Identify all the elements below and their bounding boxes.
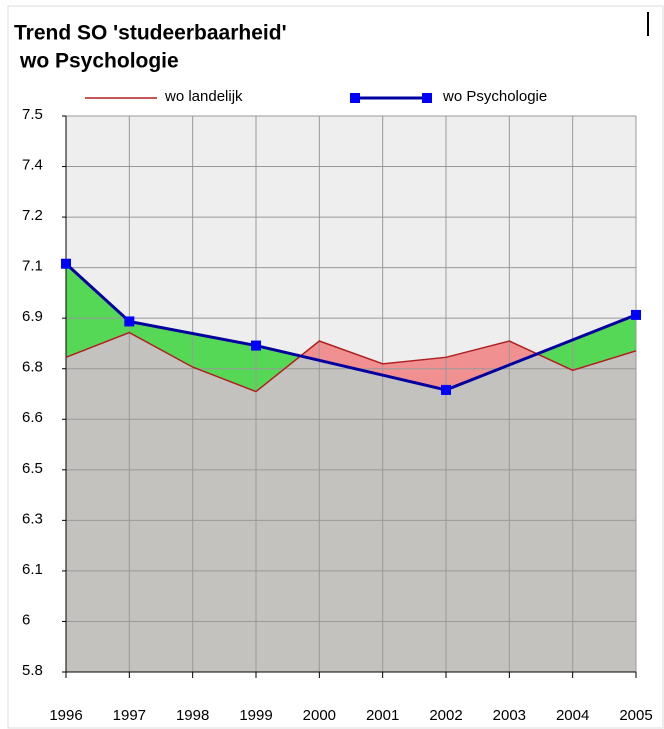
marker bbox=[251, 340, 261, 351]
y-tick-label: 6.6 bbox=[22, 409, 43, 426]
series-line bbox=[65, 331, 637, 393]
y-tick-label: 6.5 bbox=[22, 460, 43, 477]
x-tick-label: 1998 bbox=[176, 707, 209, 724]
legend-marker bbox=[422, 93, 432, 103]
x-tick-label: 2002 bbox=[429, 707, 462, 724]
marker bbox=[61, 258, 71, 269]
difference-area bbox=[537, 314, 636, 371]
x-tick-label: 2005 bbox=[619, 707, 652, 724]
x-tick-label: 1997 bbox=[113, 707, 146, 724]
y-tick-label: 7.1 bbox=[22, 258, 43, 275]
marker bbox=[124, 316, 135, 327]
x-tick-label: 2001 bbox=[366, 707, 399, 724]
y-tick-label: 6.3 bbox=[22, 510, 43, 527]
marker bbox=[631, 309, 641, 320]
legend-label: wo landelijk bbox=[164, 88, 243, 105]
y-tick-label: 7.4 bbox=[22, 157, 43, 174]
y-tick-label: 6.8 bbox=[22, 359, 43, 376]
x-tick-label: 1996 bbox=[49, 707, 82, 724]
legend-label: wo Psychologie bbox=[442, 88, 547, 105]
chart-subtitle: wo Psychologie bbox=[19, 50, 179, 73]
y-tick-label: 6.9 bbox=[22, 308, 43, 325]
y-tick-label: 6.1 bbox=[22, 561, 43, 578]
x-tick-label: 2003 bbox=[493, 707, 526, 724]
y-tick-label: 6 bbox=[22, 611, 30, 628]
y-tick-label: 7.2 bbox=[22, 207, 43, 224]
marker bbox=[441, 384, 451, 395]
frame bbox=[7, 5, 664, 729]
x-tick-label: 2004 bbox=[556, 707, 589, 724]
chart-title: Trend SO 'studeerbaarheid' bbox=[14, 22, 287, 45]
difference-area bbox=[300, 341, 537, 390]
y-tick-label: 5.8 bbox=[22, 662, 43, 679]
x-tick-label: 1999 bbox=[239, 707, 272, 724]
x-tick-label: 2000 bbox=[303, 707, 336, 724]
difference-area bbox=[66, 263, 301, 392]
base-area bbox=[66, 332, 636, 672]
y-tick-label: 7.5 bbox=[22, 106, 43, 123]
legend-marker bbox=[350, 93, 360, 103]
